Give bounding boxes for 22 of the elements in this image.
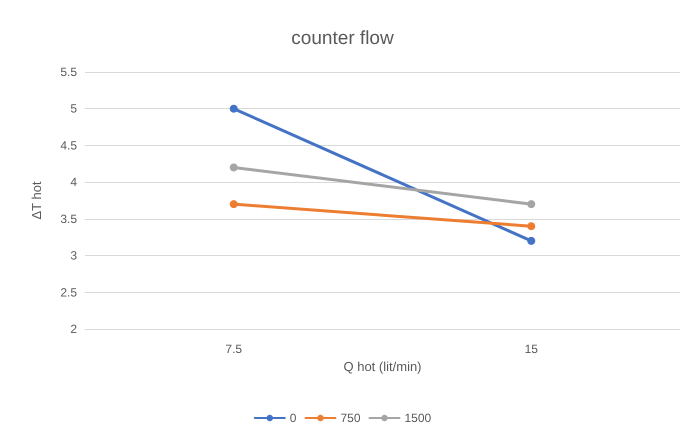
point: [230, 200, 238, 208]
point: [527, 200, 536, 208]
y-axis-title: ΔT hot: [29, 181, 44, 220]
legend-label: 750: [340, 411, 361, 425]
point: [527, 236, 536, 245]
point: [230, 163, 238, 172]
y-tick-label: 2.5: [60, 285, 78, 300]
y-tick-label: 5.5: [60, 65, 78, 79]
point: [527, 222, 536, 230]
y-tick-label: 4.5: [60, 138, 78, 152]
x-tick-label: 15: [524, 342, 538, 356]
chart-title: counter flow: [291, 28, 394, 49]
legend-label: 0: [290, 411, 297, 425]
point: [230, 104, 238, 113]
y-tick-label: 3.5: [60, 212, 78, 226]
x-tick-label: 7.5: [225, 342, 242, 356]
y-tick-label: 4: [70, 175, 78, 190]
y-tick-label: 2: [70, 322, 78, 336]
y-tick-label: 5: [70, 102, 78, 116]
legend-label: 1500: [404, 411, 432, 425]
y-tick-label: 3: [70, 248, 78, 263]
x-axis-title: Q hot (lit/min): [343, 358, 422, 374]
